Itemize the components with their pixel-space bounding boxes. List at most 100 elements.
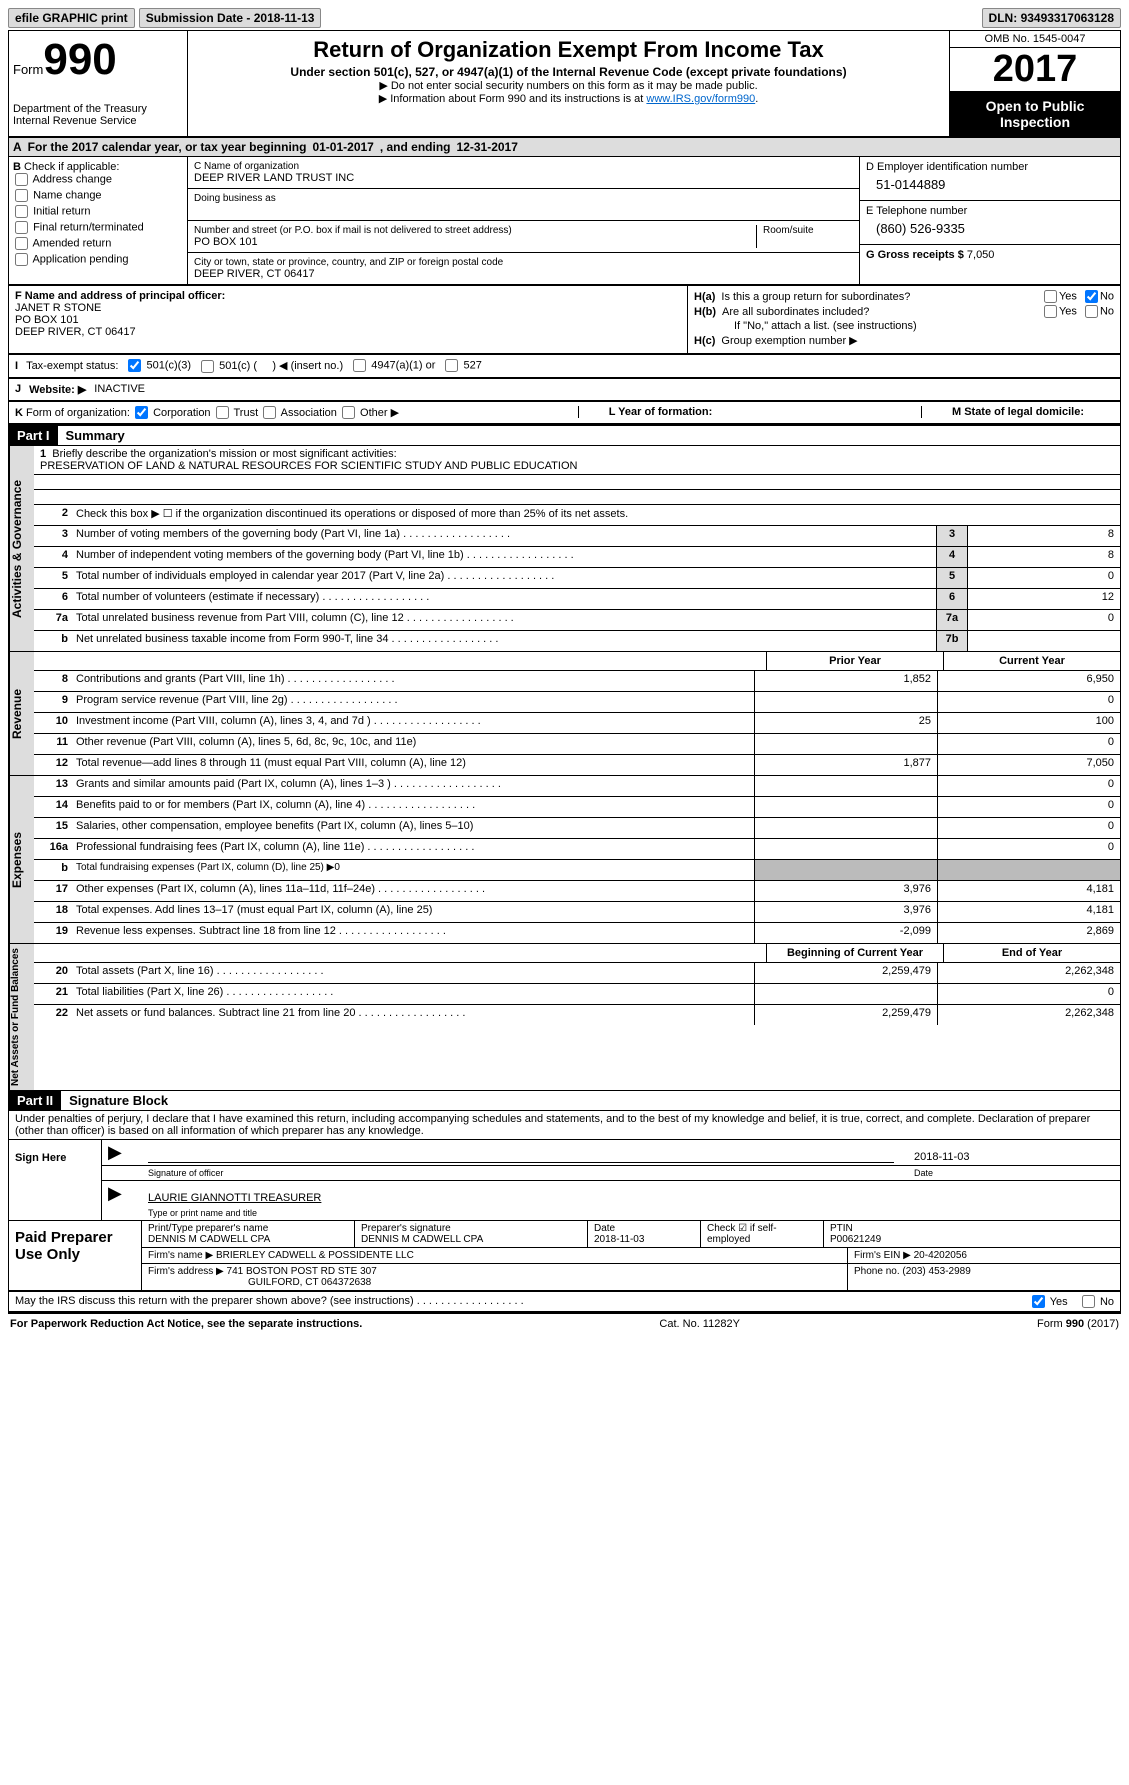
line-21-end: 0 [937,984,1120,1004]
paid-preparer-label: Paid Preparer Use Only [9,1221,142,1290]
korg-corp[interactable]: Corporation [133,407,211,419]
submission-date-box: Submission Date - 2018-11-13 [139,8,322,28]
line-22-end: 2,262,348 [937,1005,1120,1025]
line-17-prior: 3,976 [754,881,937,901]
check-initial-return[interactable]: Initial return [13,205,183,218]
line-7b-value [967,631,1120,651]
line-10-current: 100 [937,713,1120,733]
col-end-year: End of Year [943,944,1120,962]
form-number: 990 [43,35,116,85]
efile-print-button[interactable]: efile GRAPHIC print [8,8,135,28]
city-value: DEEP RIVER, CT 06417 [194,268,853,280]
officer-addr2: DEEP RIVER, CT 06417 [15,326,681,338]
dln-value: 93493317063128 [1021,11,1114,25]
self-employed-check[interactable]: Check ☑ if self-employed [701,1221,824,1247]
revenue-block: Revenue Prior YearCurrent Year 8Contribu… [8,652,1121,776]
dln-box: DLN: 93493317063128 [982,8,1121,28]
irs-link[interactable]: www.IRS.gov/form990 [646,93,755,105]
line-3-value: 8 [967,526,1120,546]
row-a-tax-year: A For the 2017 calendar year, or tax yea… [8,138,1121,157]
line-17-current: 4,181 [937,881,1120,901]
col-prior-year: Prior Year [766,652,943,670]
line-14-current: 0 [937,797,1120,817]
line-12-prior: 1,877 [754,755,937,775]
form-title: Return of Organization Exempt From Incom… [196,37,941,63]
header-center: Return of Organization Exempt From Incom… [188,31,949,136]
m-state-domicile: M State of legal domicile: [952,406,1084,418]
row-j-website: J Website: ▶ INACTIVE [8,378,1121,401]
line-12-current: 7,050 [937,755,1120,775]
form-word: Form [13,62,43,77]
ssn-note: ▶ Do not enter social security numbers o… [196,79,941,92]
col-d-right: D Employer identification number 51-0144… [859,157,1120,284]
line-13-current: 0 [937,776,1120,796]
part-ii-header: Part II Signature Block [8,1091,1121,1111]
line-20-begin: 2,259,479 [754,963,937,983]
officer-h-row: F Name and address of principal officer:… [8,285,1121,354]
col-f-officer: F Name and address of principal officer:… [9,286,688,353]
line-19-prior: -2,099 [754,923,937,943]
line-4-value: 8 [967,547,1120,567]
form-ref: Form 990 (2017) [1037,1318,1119,1330]
line-16b-current [937,860,1120,880]
omb-number: OMB No. 1545-0047 [950,31,1120,48]
street-value: PO BOX 101 [194,236,756,248]
preparer-name: DENNIS M CADWELL CPA [148,1234,348,1245]
line-9-current: 0 [937,692,1120,712]
col-current-year: Current Year [943,652,1120,670]
col-b-checkboxes: B Check if applicable: Address change Na… [9,157,188,284]
check-address-change[interactable]: Address change [13,173,183,186]
officer-sig-date: 2018-11-03 [914,1151,1114,1163]
line-15-current: 0 [937,818,1120,838]
officer-name: JANET R STONE [15,302,681,314]
entity-section: B Check if applicable: Address change Na… [8,157,1121,285]
check-amended-return[interactable]: Amended return [13,237,183,250]
ein-value: 51-0144889 [866,173,1114,196]
tax-year: 2017 [950,48,1120,92]
line-9-prior [754,692,937,712]
ha-no[interactable]: No [1083,290,1114,303]
ha-yes[interactable]: Yes [1042,290,1077,303]
side-revenue: Revenue [9,652,34,775]
preparer-date: 2018-11-03 [594,1234,694,1245]
korg-assoc[interactable]: Association [261,407,337,419]
header-left: Form 990 Department of the Treasury Inte… [9,31,188,136]
check-final-return[interactable]: Final return/terminated [13,221,183,234]
status-501c3[interactable]: 501(c)(3) [126,359,191,372]
net-assets-block: Net Assets or Fund Balances Beginning of… [8,944,1121,1091]
street-label: Number and street (or P.O. box if mail i… [194,225,756,236]
side-expenses: Expenses [9,776,34,943]
line-7a-value: 0 [967,610,1120,630]
status-501c[interactable]: 501(c) ( ) ◀ (insert no.) [199,359,343,373]
hb-note: If "No," attach a list. (see instruction… [694,320,1114,332]
firm-ein: 20-4202056 [914,1250,967,1261]
may-discuss-row: May the IRS discuss this return with the… [8,1291,1121,1312]
expenses-block: Expenses 13Grants and similar amounts pa… [8,776,1121,944]
status-4947[interactable]: 4947(a)(1) or [351,359,435,372]
discuss-yes[interactable]: Yes [1030,1296,1068,1308]
header-right: OMB No. 1545-0047 2017 Open to Public In… [949,31,1120,136]
irs-label: Internal Revenue Service [13,115,183,127]
hb-no[interactable]: No [1083,305,1114,318]
line-20-end: 2,262,348 [937,963,1120,983]
check-application-pending[interactable]: Application pending [13,253,183,266]
korg-trust[interactable]: Trust [214,407,259,419]
dept-treasury: Department of the Treasury [13,103,183,115]
side-governance: Activities & Governance [9,446,34,651]
discuss-no[interactable]: No [1080,1296,1114,1308]
org-name-label: C Name of organization [194,161,853,172]
hb-yes[interactable]: Yes [1042,305,1077,318]
korg-other[interactable]: Other ▶ [340,407,399,419]
phone-value: (860) 526-9335 [866,217,1114,240]
governance-block: Activities & Governance 1 Briefly descri… [8,446,1121,652]
submission-date-label: Submission Date - [146,11,251,25]
room-label: Room/suite [763,225,853,236]
part-i-header: Part I Summary [8,424,1121,446]
dln-label: DLN: [989,11,1018,25]
status-527[interactable]: 527 [443,359,481,372]
preparer-sig: DENNIS M CADWELL CPA [361,1234,581,1245]
l-year-formation: L Year of formation: [609,406,713,418]
line-19-current: 2,869 [937,923,1120,943]
firm-phone: (203) 453-2989 [902,1266,970,1277]
check-name-change[interactable]: Name change [13,189,183,202]
